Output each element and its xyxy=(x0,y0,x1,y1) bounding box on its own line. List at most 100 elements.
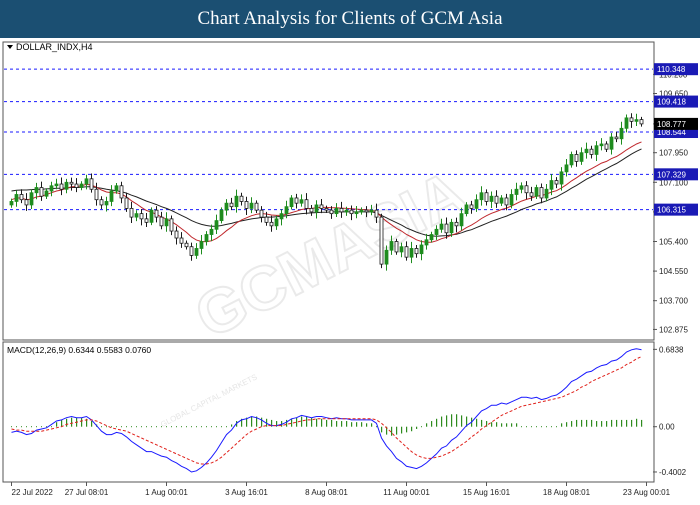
macd-bar xyxy=(496,422,498,427)
candle xyxy=(419,240,424,261)
time-axis: 22 Jul 2022 27 Jul 08:01 1 Aug 00:01 3 Aug … xyxy=(11,482,671,497)
macd-bar xyxy=(616,419,618,427)
macd-bar xyxy=(511,423,513,427)
macd-bar xyxy=(66,418,68,427)
candle xyxy=(154,206,159,223)
candle xyxy=(569,151,574,168)
macd-bar xyxy=(431,421,433,427)
macd-bar xyxy=(586,419,588,427)
candle xyxy=(439,218,444,233)
macd-bar xyxy=(536,426,537,428)
candle xyxy=(594,141,599,161)
macd-bar xyxy=(421,426,422,428)
candle xyxy=(369,204,374,216)
candle xyxy=(629,113,634,128)
macd-tick-label: 0.00 xyxy=(659,423,675,432)
macd-bar xyxy=(146,426,147,428)
macd-bar xyxy=(426,423,428,427)
title-banner: Chart Analysis for Clients of GCM Asia xyxy=(0,0,700,38)
candle xyxy=(484,189,489,206)
trading-chart: GCMASIA GLOBAL CAPITAL MARKETS 110.20010… xyxy=(2,41,698,497)
candle xyxy=(119,181,124,204)
macd-bar xyxy=(581,419,583,427)
candle xyxy=(39,181,44,201)
macd-bar xyxy=(101,426,102,428)
candle xyxy=(79,181,84,191)
candle xyxy=(164,212,169,232)
macd-bar xyxy=(321,418,323,427)
macd-bar xyxy=(376,426,377,428)
macd-bar xyxy=(81,417,83,427)
macd-bar xyxy=(576,419,578,427)
price-level-label: 107.329 xyxy=(657,170,686,179)
macd-bar xyxy=(136,426,137,428)
macd-bar xyxy=(491,422,493,427)
candle xyxy=(29,189,34,209)
macd-bar xyxy=(166,426,167,428)
candle xyxy=(59,177,64,196)
macd-bar xyxy=(481,419,483,427)
candle xyxy=(599,138,604,151)
candle xyxy=(284,200,289,219)
candle xyxy=(494,190,499,208)
candle xyxy=(534,184,539,200)
macd-bar xyxy=(161,426,162,428)
candle xyxy=(414,245,419,258)
macd-bar xyxy=(466,416,468,427)
macd-bar xyxy=(11,426,12,428)
candle xyxy=(309,204,314,216)
time-tick-label: 18 Aug 08:01 xyxy=(543,488,591,497)
current-price-tag xyxy=(654,117,698,130)
macd-bar xyxy=(381,426,383,433)
macd-bar xyxy=(566,422,568,427)
candle xyxy=(89,173,94,193)
candle xyxy=(584,142,589,159)
candle xyxy=(634,113,639,127)
candle xyxy=(384,245,389,271)
candle xyxy=(264,211,269,226)
candle xyxy=(424,233,429,250)
candle xyxy=(224,199,229,216)
candle xyxy=(499,195,504,206)
candle xyxy=(619,121,624,145)
candle xyxy=(359,207,364,215)
candle xyxy=(234,189,239,213)
watermark-tagline: GLOBAL CAPITAL MARKETS xyxy=(159,372,259,429)
current-price-label: 108.777 xyxy=(657,120,686,129)
macd-line xyxy=(11,348,642,473)
macd-bar xyxy=(386,426,388,435)
candle xyxy=(94,182,99,206)
candle xyxy=(609,132,614,155)
macd-bar xyxy=(316,418,318,427)
price-level-tag xyxy=(654,203,698,216)
candle xyxy=(84,174,89,190)
candle xyxy=(389,235,394,255)
candle xyxy=(349,205,354,221)
macd-bar xyxy=(451,414,453,427)
macd-bar xyxy=(416,426,418,429)
candle xyxy=(379,213,384,269)
candle xyxy=(624,114,629,133)
macd-bar xyxy=(131,426,132,428)
macd-bar xyxy=(611,419,613,427)
price-level-tag xyxy=(654,95,698,108)
macd-bar xyxy=(371,423,373,427)
candle xyxy=(339,201,344,218)
candle xyxy=(454,217,459,233)
candle xyxy=(74,178,79,193)
macd-bar xyxy=(256,416,258,427)
macd-bar xyxy=(526,426,527,428)
macd-bar xyxy=(61,419,63,427)
candle xyxy=(279,208,284,226)
macd-tick-label: 0.6838 xyxy=(659,345,684,354)
macd-panel-frame xyxy=(2,341,655,483)
candle xyxy=(199,234,204,255)
time-tick-label: 11 Aug 00:01 xyxy=(383,488,430,497)
triangle-down-icon xyxy=(7,45,13,49)
candle xyxy=(9,198,14,208)
macd-bar xyxy=(211,426,212,428)
price-tick-label: 102.875 xyxy=(659,325,688,334)
macd-bar xyxy=(41,426,42,428)
candle xyxy=(44,188,49,200)
candle xyxy=(409,241,414,264)
